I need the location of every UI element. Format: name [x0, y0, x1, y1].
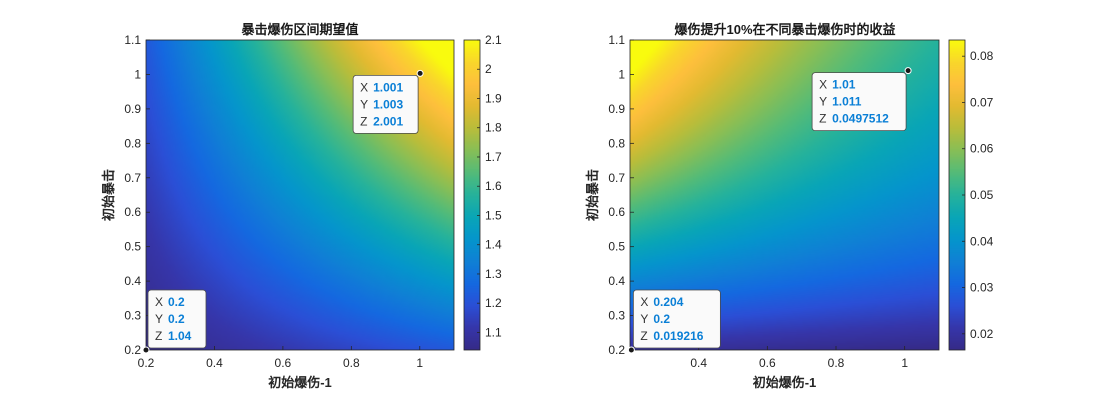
x-tick-label: 1	[416, 356, 423, 370]
x-tick-label: 0.8	[828, 356, 845, 370]
datatip-value: 0.204	[653, 295, 683, 309]
y-tick-label: 0.9	[124, 102, 141, 116]
datatip-value: 1.011	[832, 95, 862, 109]
datatip: X 0.204 Y 0.2 Z 0.019216	[627, 289, 721, 354]
x-tick-label: 0.8	[343, 356, 360, 370]
y-tick-label: 0.2	[124, 343, 141, 357]
datatip-axis-label: Z	[155, 329, 162, 343]
colorbar-tick-label: 2.1	[485, 33, 502, 47]
datatip-axis-label: Y	[360, 97, 368, 111]
datatip-value: 0.2	[168, 295, 185, 309]
colorbar-tick-label: 0.05	[970, 188, 994, 202]
y-tick-label: 0.4	[124, 274, 141, 288]
datatip-value: 0.2	[653, 312, 670, 326]
colorbar-tick-label: 1.2	[485, 296, 502, 310]
datatip-value: 0.0497512	[832, 112, 889, 126]
y-tick-label: 0.7	[608, 171, 625, 185]
axes-frame	[629, 39, 940, 351]
y-tick-label: 1	[134, 67, 141, 81]
colorbar-tick-label: 0.07	[970, 95, 994, 109]
y-tick-label: 1	[618, 67, 625, 81]
y-tick-label: 0.3	[608, 309, 625, 323]
colorbar-tick-label: 1.5	[485, 208, 502, 222]
y-tick-label: 0.3	[124, 309, 141, 323]
y-tick-label: 0.8	[608, 136, 625, 150]
x-tick-label: 0.4	[690, 356, 707, 370]
datatip-axis-label: Z	[640, 329, 647, 343]
colorbar-tick-label: 0.08	[970, 49, 994, 63]
colorbar-tick-label: 0.04	[970, 234, 994, 248]
colorbar-tick-label: 1.3	[485, 267, 502, 281]
y-tick-label: 0.6	[608, 205, 625, 219]
x-axis-label: 初始爆伤-1	[753, 375, 817, 390]
colorbar-tick-label: 1.6	[485, 179, 502, 193]
colorbar-tick-label: 1.1	[485, 325, 502, 339]
datatip-axis-label: Y	[819, 95, 827, 109]
datatip-axis-label: Y	[155, 312, 163, 326]
y-tick-label: 1.1	[608, 33, 625, 47]
x-tick-label: 0.6	[759, 356, 776, 370]
datatip-axis-label: Y	[640, 312, 648, 326]
datatip-value: 2.001	[373, 114, 403, 128]
colorbar-tick-label: 0.02	[970, 327, 994, 341]
datatip-axis-label: X	[640, 295, 648, 309]
colorbar-tick-label: 0.06	[970, 142, 994, 156]
datatip-marker	[416, 69, 424, 77]
chart-panel-1: 暴击爆伤区间期望值 0.2 0.3 0.4 0.5 0.6 0.7 0.8 0.9 1 1.1 0.2…	[101, 22, 502, 390]
x-tick-label: 0.4	[206, 356, 223, 370]
datatip-axis-label: X	[819, 78, 827, 92]
chart-panel-2: 爆伤提升10%在不同暴击爆伤时的收益 0.2 0.3 0.4 0.5 0.6 0.7 0.8 0…	[585, 22, 994, 390]
colorbar-gradient	[949, 40, 965, 350]
chart-title: 暴击爆伤区间期望值	[240, 22, 358, 37]
datatip-value: 0.2	[168, 312, 185, 326]
y-tick-label: 0.2	[608, 343, 625, 357]
datatip: X 1.001 Y 1.003 Z 2.001	[352, 69, 424, 134]
x-tick-label: 0.2	[138, 356, 155, 370]
y-tick-label: 0.5	[124, 240, 141, 254]
axes-frame	[145, 39, 455, 351]
datatip-value: 1.003	[373, 97, 403, 111]
colorbar-tick-label: 1.8	[485, 121, 502, 135]
datatip-marker	[904, 67, 912, 75]
datatip-box	[147, 289, 207, 349]
colorbar-frame	[463, 39, 481, 351]
colorbar-tick-label: 0.03	[970, 281, 994, 295]
datatip-marker	[627, 346, 635, 354]
datatip-axis-label: X	[360, 80, 368, 94]
datatip: X 0.2 Y 0.2 Z 1.04	[142, 289, 207, 354]
datatip-value: 1.04	[168, 329, 192, 343]
y-tick-label: 0.8	[124, 136, 141, 150]
x-tick-label: 0.6	[275, 356, 292, 370]
y-axis-label: 初始暴击	[101, 169, 116, 221]
datatip-box	[352, 75, 419, 134]
colorbar-tick-label: 1.9	[485, 91, 502, 105]
datatip-marker	[142, 346, 150, 354]
datatip-axis-label: Z	[360, 114, 367, 128]
datatip-value: 1.01	[832, 78, 856, 92]
datatip-axis-label: Z	[819, 112, 826, 126]
y-tick-label: 0.6	[124, 205, 141, 219]
datatip-value: 1.001	[373, 80, 403, 94]
x-axis-label: 初始爆伤-1	[268, 375, 332, 390]
colorbar-gradient	[464, 40, 480, 350]
y-tick-label: 0.5	[608, 240, 625, 254]
colorbar-tick-label: 2	[485, 62, 492, 76]
x-tick-label: 1	[901, 356, 908, 370]
colorbar-tick-label: 1.7	[485, 150, 502, 164]
y-tick-label: 0.4	[608, 274, 625, 288]
colorbar-tick-label: 1.4	[485, 238, 502, 252]
y-tick-label: 0.9	[608, 102, 625, 116]
datatip-axis-label: X	[155, 295, 163, 309]
datatip: X 1.01 Y 1.011 Z 0.0497512	[811, 67, 912, 132]
datatip-value: 0.019216	[653, 329, 703, 343]
datatip-box	[632, 289, 721, 349]
datatip-box	[811, 72, 907, 132]
y-tick-label: 0.7	[124, 171, 141, 185]
chart-title: 爆伤提升10%在不同暴击爆伤时的收益	[674, 22, 895, 37]
y-axis-label: 初始暴击	[585, 169, 600, 221]
y-tick-label: 1.1	[124, 33, 141, 47]
